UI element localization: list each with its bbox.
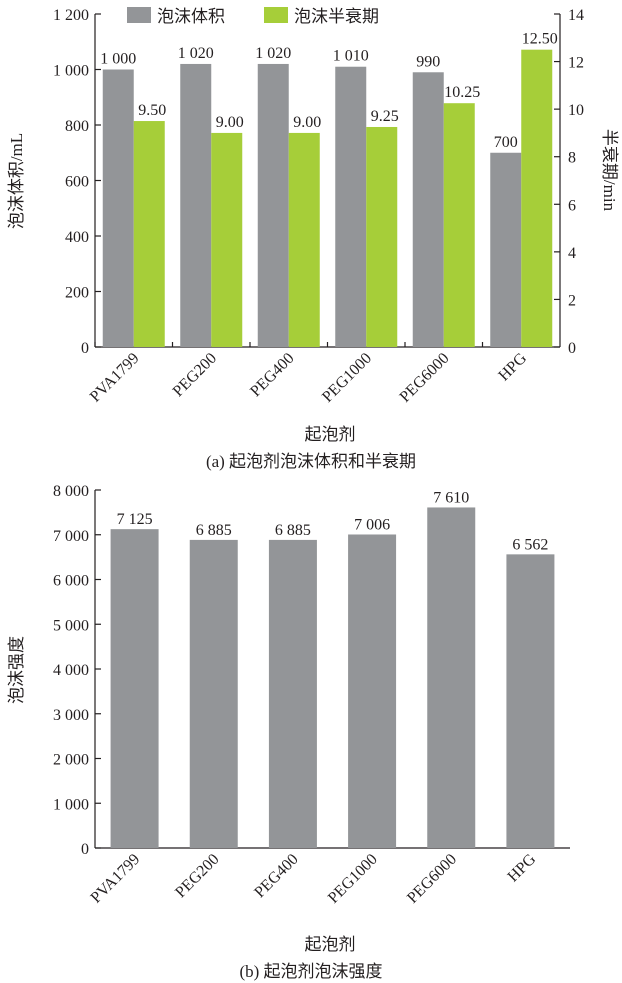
data-label-volume: 1 020 xyxy=(255,45,291,62)
chart-b-category-label: PEG6000 xyxy=(404,851,460,907)
chart-b-y-tick-label: 5 000 xyxy=(53,617,89,634)
chart-b-y-tick-label: 8 000 xyxy=(53,483,89,500)
chart-b-y-tick-label: 2 000 xyxy=(53,752,89,769)
bar-foam-strength xyxy=(110,529,159,848)
chart-b-y-tick-label: 1 000 xyxy=(53,796,89,813)
chart-b-y-tick-label: 7 000 xyxy=(53,528,89,545)
bar-half-life xyxy=(443,103,475,347)
data-label-foam-strength: 7 610 xyxy=(433,489,469,506)
data-label-half-life: 9.25 xyxy=(371,108,399,125)
chart-a-y2-tick-label: 14 xyxy=(568,7,584,24)
chart-a-legend: 泡沫体积 泡沫半衰期 xyxy=(127,7,379,26)
chart-a-y2-tick-label: 12 xyxy=(568,55,584,72)
chart-a-category-label: PEG200 xyxy=(170,350,220,400)
chart-a-y-axis-title: 泡沫体积/mL xyxy=(7,133,26,229)
data-label-half-life: 12.50 xyxy=(522,31,558,48)
bar-foam-strength xyxy=(427,507,476,848)
chart-a-category-label: PEG1000 xyxy=(319,350,375,406)
chart-a-y2-axis-title: 半衰期/min xyxy=(600,129,619,212)
chart-a-y2-tick-label: 6 xyxy=(568,197,576,214)
chart-a-y-tick-label: 0 xyxy=(81,340,89,357)
chart-a-y-tick-label: 800 xyxy=(65,118,89,135)
chart-b-caption: (b) 起泡剂泡沫强度 xyxy=(239,962,382,981)
data-label-half-life: 9.50 xyxy=(138,102,166,119)
chart-a-y-tick-label: 600 xyxy=(65,174,89,191)
data-label-volume: 990 xyxy=(416,53,440,70)
chart-b-category-label: PEG1000 xyxy=(325,851,381,907)
bar-foam-strength xyxy=(189,539,238,848)
bar-half-life xyxy=(133,121,165,348)
data-label-half-life: 10.25 xyxy=(444,84,480,101)
data-label-foam-strength: 6 885 xyxy=(196,522,232,539)
legend-swatch-half-life xyxy=(264,7,288,23)
bar-volume xyxy=(180,63,212,347)
data-label-foam-strength: 6 885 xyxy=(275,522,311,539)
chart-a-y2-tick-label: 8 xyxy=(568,150,576,167)
data-label-volume: 1 020 xyxy=(178,45,214,62)
chart-b-category-label: PEG200 xyxy=(172,851,222,901)
chart-a-category-label: PVA1799 xyxy=(87,350,143,406)
chart-b-y-tick-label: 0 xyxy=(81,841,89,858)
chart-a-caption: (a) 起泡剂泡沫体积和半衰期 xyxy=(206,452,416,471)
chart-b-category-label: HPG xyxy=(505,850,540,885)
data-label-volume: 1 010 xyxy=(333,48,369,65)
bar-volume xyxy=(490,152,522,347)
bar-half-life xyxy=(521,49,553,348)
chart-a-category-label: PEG400 xyxy=(247,350,297,400)
bar-half-life xyxy=(288,132,320,347)
chart-b-y-axis-title: 泡沫强度 xyxy=(7,636,26,704)
chart-a-category-label: HPG xyxy=(495,349,530,384)
chart-b-y-tick-label: 6 000 xyxy=(53,573,89,590)
legend-swatch-volume xyxy=(127,7,151,23)
legend-label-volume: 泡沫体积 xyxy=(157,7,225,26)
chart-b-category-label: PVA1799 xyxy=(88,851,144,907)
chart-b-y-tick-label: 3 000 xyxy=(53,707,89,724)
chart-a-y-tick-label: 400 xyxy=(65,229,89,246)
bar-foam-strength xyxy=(348,534,397,848)
chart-a-category-label: PEG6000 xyxy=(397,350,453,406)
chart-b-category-label: PEG400 xyxy=(251,851,301,901)
data-label-half-life: 9.00 xyxy=(293,114,321,131)
data-label-foam-strength: 7 125 xyxy=(117,511,153,528)
bar-volume xyxy=(412,72,444,348)
chart-a-y2-tick-label: 2 xyxy=(568,292,576,309)
legend-label-half-life: 泡沫半衰期 xyxy=(294,7,379,26)
bar-volume xyxy=(102,69,134,347)
chart-a-y-tick-label: 1 200 xyxy=(53,7,89,24)
chart-a-y-tick-label: 1 000 xyxy=(53,63,89,80)
data-label-foam-strength: 6 562 xyxy=(512,536,548,553)
chart-a-y2-tick-label: 10 xyxy=(568,102,584,119)
chart-b-x-axis-title: 起泡剂 xyxy=(305,935,356,954)
data-label-volume: 1 000 xyxy=(100,51,136,68)
bar-volume xyxy=(335,66,367,347)
chart-a-y2-tick-label: 0 xyxy=(568,340,576,357)
chart-a-x-axis-title: 起泡剂 xyxy=(305,425,356,444)
bar-foam-strength xyxy=(268,539,317,848)
chart-b-y-tick-label: 4 000 xyxy=(53,662,89,679)
data-label-foam-strength: 7 006 xyxy=(354,516,390,533)
chart-a-y-tick-label: 200 xyxy=(65,285,89,302)
bar-half-life xyxy=(211,132,243,347)
data-label-volume: 700 xyxy=(494,134,518,151)
bar-volume xyxy=(257,63,289,347)
bar-half-life xyxy=(366,126,398,347)
chart-a-y2-tick-label: 4 xyxy=(568,245,576,262)
data-label-half-life: 9.00 xyxy=(216,114,244,131)
bar-foam-strength xyxy=(506,554,555,848)
